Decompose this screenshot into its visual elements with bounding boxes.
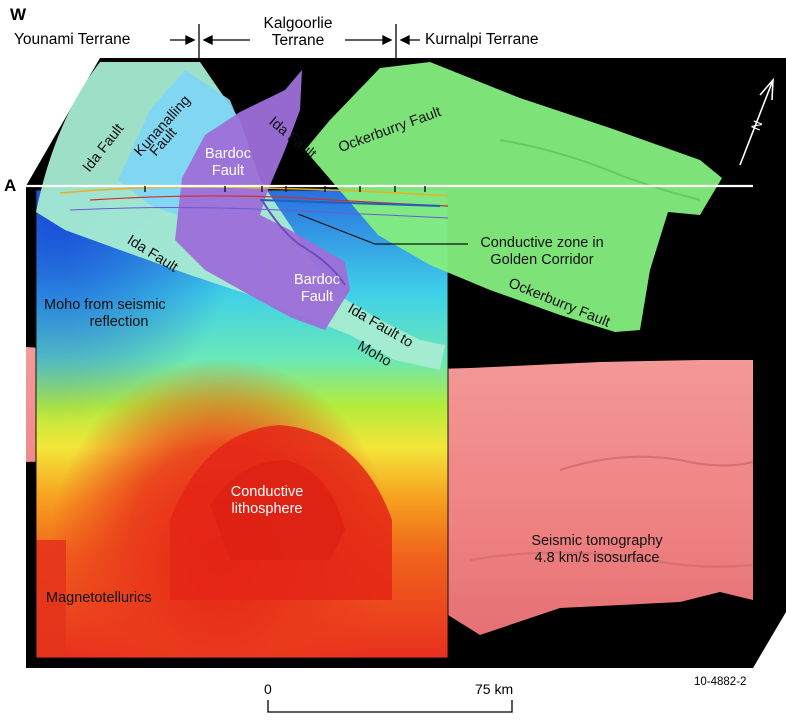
- bardoc-fault-label-mid-line2: Fault: [300, 289, 334, 305]
- moho-label-line1: Moho from seismic: [44, 297, 166, 313]
- north-arrow-icon: [739, 77, 774, 166]
- scale-bar: [267, 700, 513, 713]
- direction-west-label: W: [10, 5, 27, 24]
- scale-start-label: 0: [264, 681, 272, 697]
- section-end-label: A’: [758, 176, 775, 195]
- seismic-tomography-label-line2: 4.8 km/s isosurface: [534, 550, 660, 566]
- terrane-kalgoorlie-label-line1: Kalgoorlie: [263, 15, 333, 32]
- section-ticks: [144, 186, 426, 192]
- tomography-fold: [559, 455, 754, 471]
- terrane-younami-label: Younami Terrane: [14, 31, 131, 48]
- conductive-zone-label-line1: Conductive zone in: [480, 235, 604, 251]
- terrane-kalgoorlie-label-line2: Terrane: [271, 32, 325, 49]
- terrane-boundaries: [170, 24, 420, 58]
- surface-traces: [59, 185, 449, 219]
- section-start-label: A: [4, 176, 17, 195]
- terrane-kurnalpi-label: Kurnalpi Terrane: [425, 31, 539, 48]
- tomography-fold: [469, 551, 754, 568]
- ockerburry-fault-fold: [499, 139, 701, 201]
- moho-label-line2: reflection: [89, 314, 149, 330]
- conductive-zone-label-line2: Golden Corridor: [490, 252, 594, 268]
- bardoc-fault-label-mid-line1: Bardoc: [294, 272, 340, 288]
- figure-id-label: 10-4882-2: [694, 676, 747, 688]
- block-side-face: [753, 130, 786, 668]
- ockerburry-fault-surface: [305, 62, 722, 332]
- seismic-tomography-label-line1: Seismic tomography: [531, 533, 663, 549]
- scale-end-label: 75 km: [475, 681, 514, 697]
- conductive-lithosphere-label-line1: Conductive: [230, 484, 304, 500]
- conductive-lithosphere-label-line2: lithosphere: [231, 501, 303, 517]
- bardoc-fault-ridge: [261, 199, 346, 286]
- conductive-zone-leader: [297, 213, 468, 245]
- magnetotellurics-label: Magnetotellurics: [46, 590, 152, 606]
- bardoc-fault-label-top-line1: Bardoc: [205, 146, 251, 162]
- bardoc-fault-label-top-line2: Fault: [211, 163, 245, 179]
